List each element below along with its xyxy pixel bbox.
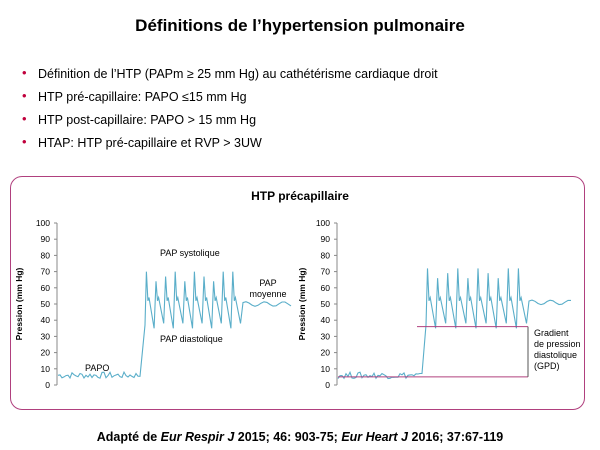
y-axis-label: Pression (mm Hg): [14, 267, 24, 340]
y-tick-label: 10: [321, 364, 331, 374]
y-tick-label: 20: [41, 348, 51, 358]
list-item: • HTP pré-capillaire: PAPO ≤15 mm Hg: [22, 88, 438, 112]
bullet-icon: •: [22, 134, 27, 149]
y-tick-label: 0: [325, 380, 330, 390]
source-citation: Adapté de Eur Respir J 2015; 46: 903-75;…: [0, 430, 600, 444]
y-tick-label: 50: [321, 299, 331, 309]
annotation-pap-diastolic: PAP diastolique: [160, 334, 223, 344]
list-item: • HTAP: HTP pré-capillaire et RVP > 3UW: [22, 134, 438, 158]
y-tick-label: 60: [41, 283, 51, 293]
y-tick-label: 90: [41, 234, 51, 244]
source-text: 2016; 37:67-119: [408, 430, 504, 444]
list-item: • HTP post-capillaire: PAPO > 15 mm Hg: [22, 111, 438, 135]
y-tick-label: 40: [321, 315, 331, 325]
y-axis-label: Pression (mm Hg): [297, 267, 307, 340]
y-tick-label: 50: [41, 299, 51, 309]
y-tick-label: 70: [41, 267, 51, 277]
y-tick-label: 10: [41, 364, 51, 374]
y-tick-label: 80: [41, 250, 51, 260]
y-tick-label: 30: [41, 331, 51, 341]
journal-name: Eur Heart J: [341, 430, 409, 444]
bullet-text: Définition de l’HTP (PAPm ≥ 25 mm Hg) au…: [38, 67, 438, 81]
y-tick-label: 100: [316, 218, 330, 228]
y-tick-label: 80: [321, 250, 331, 260]
bullet-icon: •: [22, 111, 27, 126]
y-tick-label: 40: [41, 315, 51, 325]
source-text: 2015; 46: 903-75;: [234, 430, 342, 444]
bullet-text: HTP post-capillaire: PAPO > 15 mm Hg: [38, 113, 257, 127]
list-item: • Définition de l’HTP (PAPm ≥ 25 mm Hg) a…: [22, 65, 438, 89]
journal-name: Eur Respir J: [160, 430, 235, 444]
y-tick-label: 70: [321, 267, 331, 277]
bullet-icon: •: [22, 88, 27, 103]
y-tick-label: 90: [321, 234, 331, 244]
bullet-text: HTAP: HTP pré-capillaire et RVP > 3UW: [38, 136, 262, 150]
source-text: Adapté de: [96, 430, 161, 444]
pressure-trace: [57, 271, 292, 380]
annotation-pap-systolic: PAP systolique: [160, 248, 220, 258]
bullet-icon: •: [22, 65, 27, 80]
bullet-text: HTP pré-capillaire: PAPO ≤15 mm Hg: [38, 90, 247, 104]
y-tick-label: 60: [321, 283, 331, 293]
y-tick-label: 30: [321, 331, 331, 341]
pressure-trace: [337, 268, 571, 380]
annotation-gradient: Gradient de pression diastolique (GPD): [534, 328, 581, 371]
slide-title: Définitions de l’hypertension pulmonaire: [135, 16, 465, 35]
annotation-pap-moyenne: PAP moyenne: [249, 278, 286, 299]
y-tick-label: 20: [321, 348, 331, 358]
definition-list: • Définition de l’HTP (PAPm ≥ 25 mm Hg) a…: [22, 65, 438, 158]
y-tick-label: 100: [36, 218, 50, 228]
y-tick-label: 0: [45, 380, 50, 390]
panel-title: HTP précapillaire: [251, 189, 349, 203]
annotation-papo: PAPO: [85, 363, 109, 373]
